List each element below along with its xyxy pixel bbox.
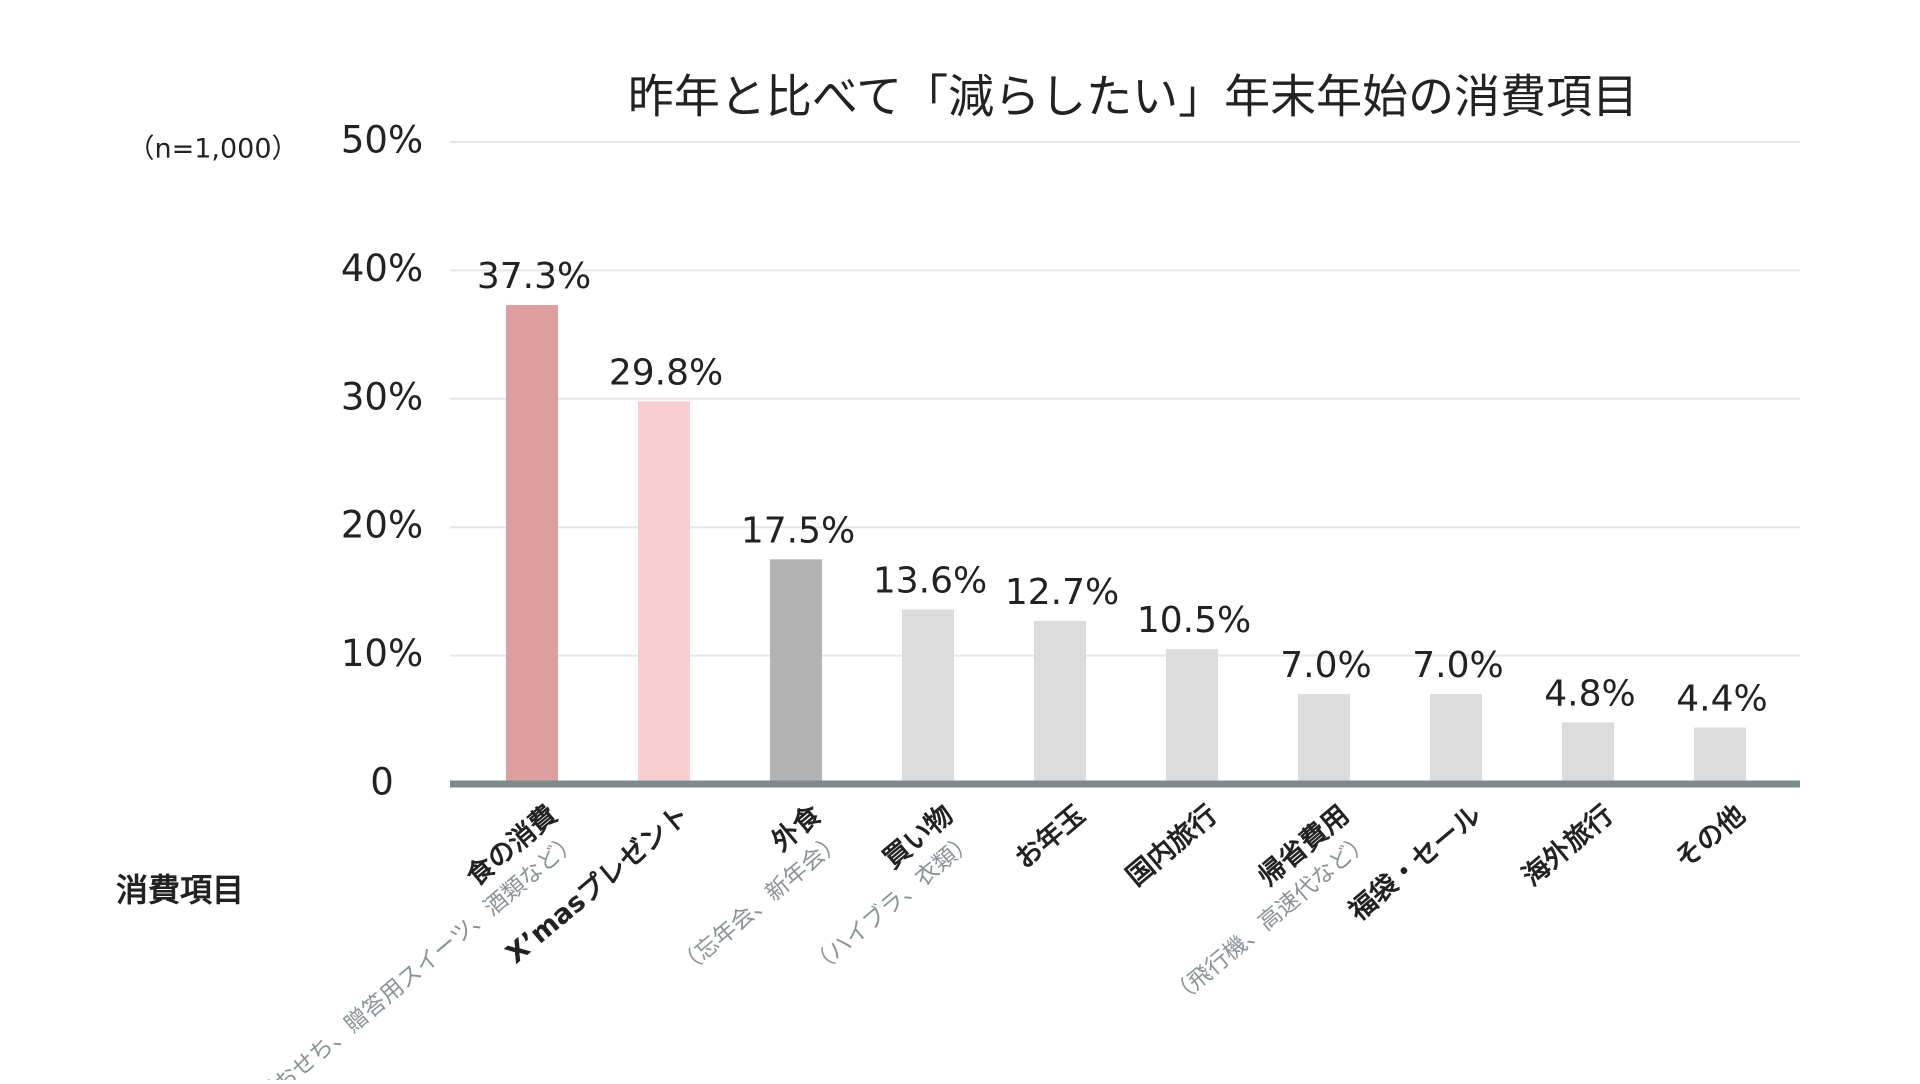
bar [638, 401, 690, 784]
y-tick-label: 50% [341, 119, 423, 162]
x-tick-label: 国内旅行 [1120, 799, 1223, 893]
value-label: 4.8% [1544, 673, 1635, 714]
value-label: 29.8% [609, 352, 723, 393]
bar [506, 305, 558, 784]
x-axis-label: 消費項目 [116, 871, 244, 909]
y-tick-label: 20% [341, 504, 423, 547]
bar [1694, 727, 1746, 784]
value-label: 37.3% [477, 256, 591, 297]
x-tick-label: その他 [1669, 799, 1751, 875]
bar [1430, 694, 1482, 784]
sample-note: （n=1,000） [127, 134, 298, 165]
bar [770, 559, 822, 784]
x-tick-label: 福袋・セール [1343, 799, 1488, 928]
bar [902, 609, 954, 784]
bar [1034, 620, 1086, 784]
value-label: 10.5% [1137, 600, 1251, 641]
value-label: 7.0% [1412, 645, 1503, 686]
value-label: 12.7% [1005, 572, 1119, 613]
value-label: 13.6% [873, 560, 987, 601]
y-tick-label: 0 [370, 761, 394, 804]
value-label: 17.5% [741, 510, 855, 551]
y-tick-label: 30% [341, 375, 423, 418]
bar [1298, 694, 1350, 784]
bar [1166, 649, 1218, 784]
value-label: 7.0% [1280, 645, 1371, 686]
x-tick-label: お年玉 [1009, 799, 1092, 876]
x-tick-label: 海外旅行 [1516, 799, 1619, 893]
bar [1562, 722, 1614, 784]
y-tick-label: 40% [341, 247, 423, 290]
chart-title: 昨年と比べて「減らしたい」年末年始の消費項目 [628, 70, 1638, 124]
y-tick-label: 10% [341, 632, 423, 675]
value-label: 4.4% [1676, 679, 1767, 720]
